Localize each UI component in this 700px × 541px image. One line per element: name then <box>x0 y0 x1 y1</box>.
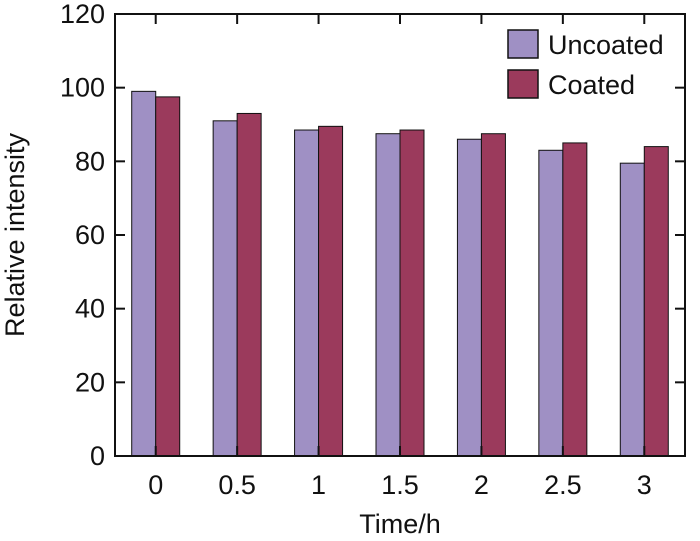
legend-label-uncoated: Uncoated <box>548 30 664 60</box>
x-tick-label: 1.5 <box>381 470 419 500</box>
bar-coated-3 <box>643 146 669 457</box>
bar-uncoated-2_5 <box>538 149 564 457</box>
y-axis-ticks: 0 20 40 60 80 100 120 <box>60 0 685 471</box>
x-tick-label: 0.5 <box>218 470 256 500</box>
bar-coated-2_5 <box>562 142 588 457</box>
y-tick-label: 20 <box>75 367 105 397</box>
bar-coated-1_5 <box>399 129 425 457</box>
y-tick-label: 0 <box>90 441 105 471</box>
y-tick-label: 100 <box>60 73 105 103</box>
bar-uncoated-2 <box>456 138 482 457</box>
y-axis-title: Relative intensity <box>0 132 30 337</box>
x-tick-label: 3 <box>637 470 652 500</box>
bar-uncoated-3 <box>619 162 645 457</box>
x-tick-label: 2 <box>474 470 489 500</box>
y-tick-label: 40 <box>75 294 105 324</box>
y-tick-label: 120 <box>60 0 105 29</box>
bar-uncoated-1_5 <box>375 133 401 457</box>
y-tick-label: 80 <box>75 146 105 176</box>
x-tick-label: 0 <box>148 470 163 500</box>
x-tick-label: 2.5 <box>544 470 582 500</box>
bar-coated-1 <box>318 125 344 457</box>
y-tick-label: 60 <box>75 220 105 250</box>
bars-group <box>131 90 669 457</box>
bar-uncoated-0_5 <box>212 120 238 457</box>
bar-coated-2 <box>480 133 506 457</box>
x-axis-title: Time/h <box>359 509 441 539</box>
legend-swatch-coated <box>507 69 539 99</box>
bar-coated-0_5 <box>236 112 262 457</box>
legend-swatch-uncoated <box>507 29 539 59</box>
legend-label-coated: Coated <box>548 70 635 100</box>
bar-uncoated-1 <box>294 129 320 457</box>
bar-uncoated-0 <box>131 90 157 457</box>
x-axis-ticks: 0 0.5 1 1.5 2 2.5 3 <box>148 14 652 500</box>
bar-coated-0 <box>155 96 181 457</box>
legend: Uncoated Coated <box>507 29 664 100</box>
x-tick-label: 1 <box>311 470 326 500</box>
